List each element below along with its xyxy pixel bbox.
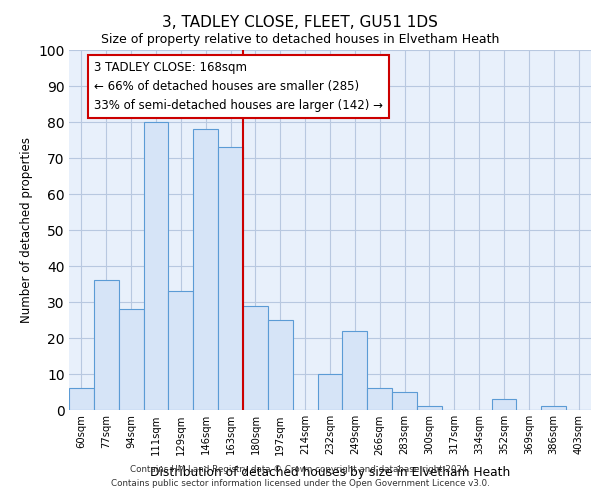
Bar: [392, 392, 417, 410]
Bar: [367, 388, 392, 410]
Bar: [218, 147, 243, 410]
Bar: [94, 280, 119, 410]
Text: Size of property relative to detached houses in Elvetham Heath: Size of property relative to detached ho…: [101, 32, 499, 46]
Bar: [169, 291, 193, 410]
Bar: [193, 129, 218, 410]
Text: 3 TADLEY CLOSE: 168sqm
← 66% of detached houses are smaller (285)
33% of semi-de: 3 TADLEY CLOSE: 168sqm ← 66% of detached…: [94, 61, 383, 112]
Bar: [417, 406, 442, 410]
Bar: [343, 331, 367, 410]
Bar: [143, 122, 169, 410]
Bar: [119, 309, 143, 410]
Text: 3, TADLEY CLOSE, FLEET, GU51 1DS: 3, TADLEY CLOSE, FLEET, GU51 1DS: [162, 15, 438, 30]
X-axis label: Distribution of detached houses by size in Elvetham Heath: Distribution of detached houses by size …: [150, 466, 510, 478]
Text: Contains HM Land Registry data © Crown copyright and database right 2024.
Contai: Contains HM Land Registry data © Crown c…: [110, 466, 490, 487]
Y-axis label: Number of detached properties: Number of detached properties: [20, 137, 33, 323]
Bar: [491, 399, 517, 410]
Bar: [69, 388, 94, 410]
Bar: [541, 406, 566, 410]
Bar: [243, 306, 268, 410]
Bar: [317, 374, 343, 410]
Bar: [268, 320, 293, 410]
